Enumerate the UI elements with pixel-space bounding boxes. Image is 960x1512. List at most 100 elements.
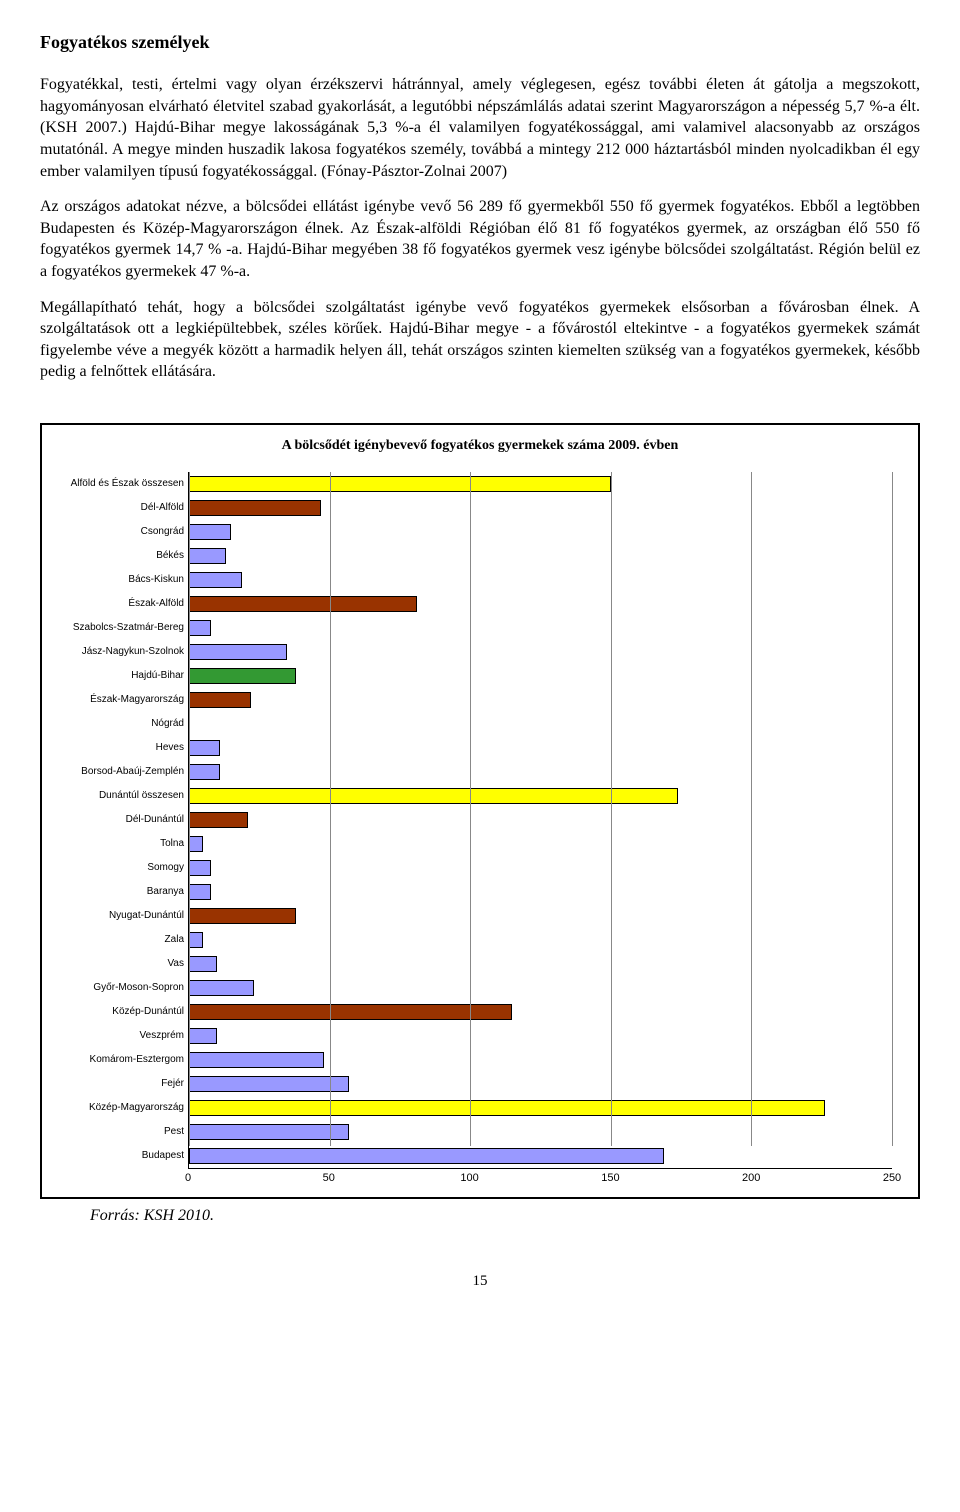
chart-bar: [189, 620, 211, 636]
chart-y-label: Heves: [48, 736, 188, 760]
chart-gridline: [892, 472, 893, 1146]
body-paragraph-3: Megállapítható tehát, hogy a bölcsődei s…: [40, 297, 920, 383]
page-heading: Fogyatékos személyek: [40, 30, 920, 54]
chart-bar: [189, 812, 248, 828]
chart-y-label: Szabolcs-Szatmár-Bereg: [48, 616, 188, 640]
chart-title: A bölcsődét igénybevevő fogyatékos gyerm…: [48, 431, 912, 472]
chart-bar: [189, 500, 321, 516]
chart-bar-row: [189, 904, 892, 928]
chart-y-label: Közép-Magyarország: [48, 1096, 188, 1120]
chart-bar: [189, 1076, 349, 1092]
chart-y-label: Észak-Magyarország: [48, 688, 188, 712]
chart-y-label: Dunántúl összesen: [48, 784, 188, 808]
chart-y-label: Békés: [48, 544, 188, 568]
chart-bar: [189, 1004, 512, 1020]
chart-x-tick: 200: [742, 1171, 760, 1186]
chart-y-label: Csongrád: [48, 520, 188, 544]
chart-bar-row: [189, 472, 892, 496]
chart-container: A bölcsődét igénybevevő fogyatékos gyerm…: [40, 423, 920, 1199]
chart-bar-row: [189, 1048, 892, 1072]
chart-bar: [189, 1028, 217, 1044]
chart-bar-row: [189, 1144, 892, 1168]
chart-bar: [189, 476, 611, 492]
chart-bar: [189, 644, 287, 660]
chart-y-label: Tolna: [48, 832, 188, 856]
chart-y-label: Alföld és Észak összesen: [48, 472, 188, 496]
chart-bar: [189, 836, 203, 852]
chart-y-label: Hajdú-Bihar: [48, 664, 188, 688]
chart-y-label: Baranya: [48, 880, 188, 904]
chart-bar: [189, 884, 211, 900]
chart-y-label: Budapest: [48, 1144, 188, 1168]
chart-bar-row: [189, 568, 892, 592]
chart-y-label: Jász-Nagykun-Szolnok: [48, 640, 188, 664]
body-paragraph-1: Fogyatékkal, testi, értelmi vagy olyan é…: [40, 74, 920, 182]
chart-source: Forrás: KSH 2010.: [90, 1205, 920, 1227]
chart-bar-row: [189, 592, 892, 616]
chart-y-label: Észak-Alföld: [48, 592, 188, 616]
chart-bar-row: [189, 736, 892, 760]
body-paragraph-2: Az országos adatokat nézve, a bölcsődei …: [40, 196, 920, 282]
chart-bar: [189, 980, 254, 996]
chart-bar-row: [189, 544, 892, 568]
chart-bar: [189, 1124, 349, 1140]
page-number: 15: [40, 1271, 920, 1291]
chart-bar-row: [189, 1024, 892, 1048]
chart-bar-row: [189, 808, 892, 832]
chart-bar-row: [189, 1000, 892, 1024]
chart-bar-row: [189, 952, 892, 976]
chart-y-label: Pest: [48, 1120, 188, 1144]
chart-x-tick: 250: [883, 1171, 901, 1186]
chart-bar: [189, 860, 211, 876]
chart-gridline: [751, 472, 752, 1146]
chart-y-label: Borsod-Abaúj-Zemplén: [48, 760, 188, 784]
chart-y-label: Veszprém: [48, 1024, 188, 1048]
chart-bar-row: [189, 760, 892, 784]
chart-y-label: Fejér: [48, 1072, 188, 1096]
chart-x-tick: 100: [460, 1171, 478, 1186]
chart-bar: [189, 764, 220, 780]
chart-bar: [189, 740, 220, 756]
chart-bar: [189, 668, 296, 684]
chart-bar: [189, 692, 251, 708]
chart-bar: [189, 908, 296, 924]
chart-gridline: [611, 472, 612, 1146]
chart-bar-row: [189, 1096, 892, 1120]
chart-bar: [189, 1100, 825, 1116]
chart-y-label: Vas: [48, 952, 188, 976]
chart-bar: [189, 788, 678, 804]
chart-x-tick: 0: [185, 1171, 191, 1186]
chart-y-label: Bács-Kiskun: [48, 568, 188, 592]
chart-x-axis: 050100150200250: [188, 1169, 892, 1191]
chart-bar-row: [189, 520, 892, 544]
chart-y-label: Somogy: [48, 856, 188, 880]
chart-bar: [189, 1052, 324, 1068]
chart-bar-row: [189, 976, 892, 1000]
chart-gridline: [189, 472, 190, 1146]
chart-plot-area: Alföld és Észak összesenDél-AlföldCsongr…: [48, 472, 912, 1191]
chart-bar-row: [189, 1072, 892, 1096]
chart-bar-row: [189, 640, 892, 664]
chart-x-tick: 150: [601, 1171, 619, 1186]
chart-bar-row: [189, 496, 892, 520]
chart-bar-row: [189, 1120, 892, 1144]
chart-y-label: Komárom-Esztergom: [48, 1048, 188, 1072]
chart-bar-row: [189, 880, 892, 904]
chart-y-label: Közép-Dunántúl: [48, 1000, 188, 1024]
chart-bar: [189, 932, 203, 948]
chart-x-tick: 50: [323, 1171, 335, 1186]
chart-y-label: Nógrád: [48, 712, 188, 736]
chart-y-label: Dél-Dunántúl: [48, 808, 188, 832]
chart-bar-row: [189, 856, 892, 880]
chart-bar-row: [189, 664, 892, 688]
chart-bar: [189, 1148, 664, 1164]
chart-bar-row: [189, 928, 892, 952]
chart-y-label: Győr-Moson-Sopron: [48, 976, 188, 1000]
chart-gridline: [330, 472, 331, 1146]
chart-bar-row: [189, 688, 892, 712]
chart-y-label: Zala: [48, 928, 188, 952]
chart-bar: [189, 572, 242, 588]
chart-y-label: Dél-Alföld: [48, 496, 188, 520]
chart-bar-row: [189, 616, 892, 640]
chart-bar: [189, 956, 217, 972]
